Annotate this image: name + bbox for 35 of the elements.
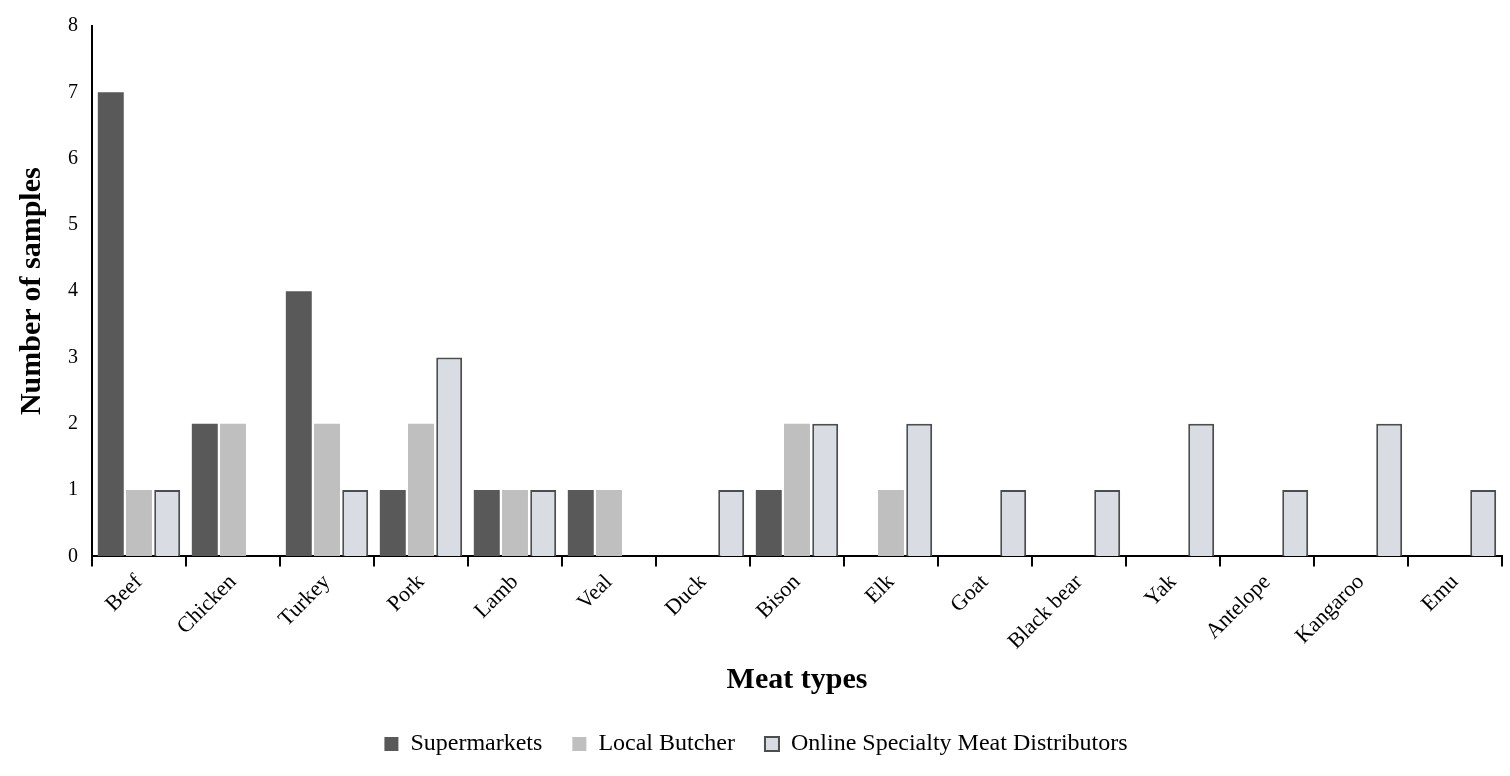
x-tick-label: Emu (1415, 568, 1463, 616)
bar (220, 423, 246, 556)
y-tick-label: 3 (68, 344, 78, 367)
y-tick-label: 4 (68, 278, 78, 301)
bar (755, 490, 782, 556)
x-axis-title: Meat types (726, 660, 868, 694)
bar (97, 92, 124, 556)
legend-label: Supermarkets (410, 729, 543, 756)
bar (502, 490, 528, 556)
y-axis-title: Number of samples (12, 167, 46, 416)
y-tick-label: 6 (68, 145, 78, 168)
bar (878, 490, 904, 556)
bar (784, 423, 810, 556)
x-tick-label: Elk (859, 568, 899, 608)
bar (379, 490, 406, 556)
x-tick-label: Veal (571, 568, 617, 614)
bar (285, 291, 312, 556)
x-tick-label: Goat (944, 568, 993, 617)
bar (126, 490, 152, 556)
bar (191, 423, 218, 556)
bar (473, 490, 500, 556)
y-tick-label: 0 (68, 543, 78, 566)
legend-label: Local Butcher (598, 729, 735, 756)
legend-label: Online Specialty Meat Distributors (790, 729, 1128, 756)
bar (596, 490, 622, 556)
y-tick-label: 5 (68, 212, 78, 235)
y-tick-label: 7 (68, 79, 78, 102)
x-tick-label: Yak (1138, 568, 1181, 611)
bar (314, 423, 340, 556)
x-tick-label: Pork (381, 568, 429, 616)
y-tick-label: 2 (68, 411, 78, 434)
bar (567, 490, 594, 556)
y-tick-label: 8 (68, 13, 78, 36)
bar (408, 423, 434, 556)
y-tick-label: 1 (68, 477, 78, 500)
